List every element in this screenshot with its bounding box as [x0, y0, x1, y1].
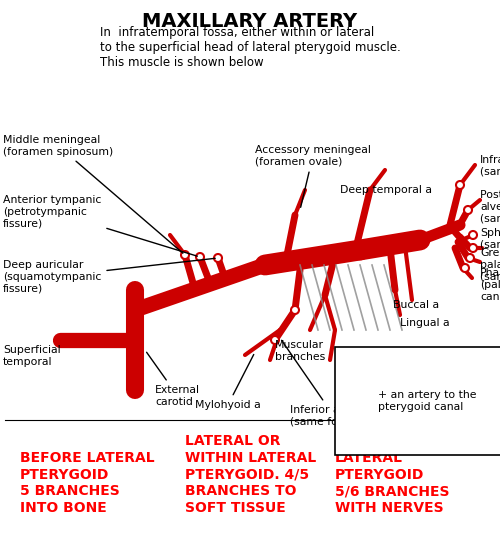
Circle shape [271, 336, 279, 344]
Text: Muscular
branches: Muscular branches [275, 340, 325, 361]
Text: + an artery to the
pterygoid canal: + an artery to the pterygoid canal [378, 390, 476, 412]
Text: In  infratemporal fossa, either within or lateral
to the superficial head of lat: In infratemporal fossa, either within or… [100, 26, 401, 69]
Text: Greater/lesser
palatine
(same foramina): Greater/lesser palatine (same foramina) [480, 248, 500, 281]
Circle shape [466, 254, 474, 262]
Text: Anterior tympanic
(petrotympanic
fissure): Anterior tympanic (petrotympanic fissure… [3, 195, 198, 256]
Circle shape [461, 264, 469, 272]
Text: Middle meningeal
(foramen spinosum): Middle meningeal (foramen spinosum) [3, 135, 183, 253]
Text: LATERAL OR
WITHIN LATERAL
PTERYGOID. 4/5
BRANCHES TO
SOFT TISSUE: LATERAL OR WITHIN LATERAL PTERYGOID. 4/5… [185, 434, 316, 515]
Text: External
carotid: External carotid [146, 352, 200, 407]
Text: Sphenopalatine
(same  foramen): Sphenopalatine (same foramen) [480, 228, 500, 250]
Text: Posterior superior
alveolar
(same foramina): Posterior superior alveolar (same forami… [480, 190, 500, 223]
Circle shape [196, 253, 204, 261]
Circle shape [291, 306, 299, 314]
Text: Superficial
temporal: Superficial temporal [3, 345, 60, 366]
Text: Pharyngeal
(palatovaginal
canal): Pharyngeal (palatovaginal canal) [480, 268, 500, 301]
Text: Lingual a: Lingual a [400, 318, 450, 328]
Text: Deep auricular
(squamotympanic
fissure): Deep auricular (squamotympanic fissure) [3, 258, 215, 293]
Circle shape [464, 206, 472, 214]
Text: BEFORE LATERAL
PTERYGOID
5 BRANCHES
INTO BONE: BEFORE LATERAL PTERYGOID 5 BRANCHES INTO… [20, 451, 154, 515]
Text: Inferior alveolar
(same foramen): Inferior alveolar (same foramen) [282, 341, 378, 426]
Text: Accessory meningeal
(foramen ovale): Accessory meningeal (foramen ovale) [255, 145, 371, 207]
Circle shape [469, 244, 477, 252]
Circle shape [456, 181, 464, 189]
Text: Buccal a: Buccal a [393, 300, 439, 310]
Text: Deep temporal a: Deep temporal a [340, 185, 432, 195]
Circle shape [469, 231, 477, 239]
Text: Infra-orbital
(same fissure): Infra-orbital (same fissure) [480, 155, 500, 177]
Circle shape [181, 251, 189, 259]
Text: Mylohyoid a: Mylohyoid a [195, 354, 261, 410]
Text: BEYOND
LATERAL
PTERYGOID
5/6 BRANCHES
WITH NERVES: BEYOND LATERAL PTERYGOID 5/6 BRANCHES WI… [335, 434, 450, 515]
Circle shape [214, 254, 222, 262]
Text: MAXILLARY ARTERY: MAXILLARY ARTERY [142, 12, 358, 31]
